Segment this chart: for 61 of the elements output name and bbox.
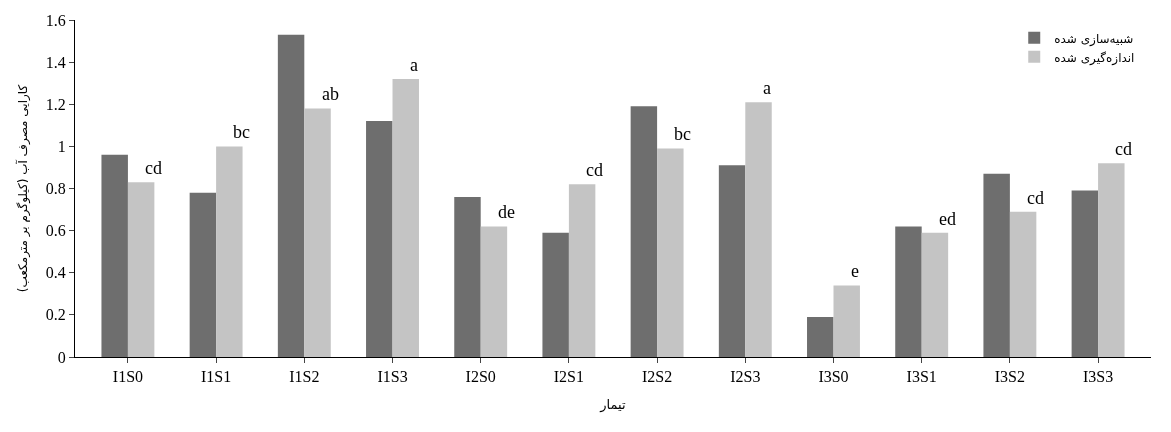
y-tick-label: 0.2 <box>45 306 66 324</box>
legend-label: اندازه‌گیری شده <box>1054 50 1135 66</box>
y-tick-label: 1.6 <box>45 11 66 29</box>
annotation: bc <box>674 124 691 144</box>
bar <box>216 146 243 357</box>
x-tick-label: I1S0 <box>112 368 144 386</box>
x-tick-label: I3S1 <box>906 368 937 386</box>
bar <box>542 232 569 357</box>
bar <box>745 102 772 357</box>
x-tick-label: I3S0 <box>818 368 849 386</box>
annotation: a <box>763 78 771 98</box>
y-tick-label: 1.2 <box>45 95 66 113</box>
bar <box>1098 163 1125 357</box>
annotation: cd <box>1027 188 1044 208</box>
x-tick-label: I1S2 <box>289 368 320 386</box>
annotation: e <box>851 261 859 281</box>
x-tick-label: I1S1 <box>200 368 232 386</box>
annotation: ab <box>322 84 339 104</box>
bar <box>392 78 419 357</box>
annotation: cd <box>145 158 162 178</box>
bar <box>657 148 684 357</box>
y-axis-title: کارایی مصرف آب (کیلوگرم بر مترمکعب) <box>15 84 32 293</box>
y-tick-label: 0.4 <box>45 264 66 282</box>
annotation: a <box>410 55 418 75</box>
annotation: cd <box>1115 139 1132 159</box>
bar <box>568 184 596 357</box>
annotation: cd <box>586 160 603 180</box>
bar <box>189 192 217 357</box>
x-tick-label: I1S3 <box>377 368 408 386</box>
annotation: bc <box>233 122 250 142</box>
bar <box>277 34 305 357</box>
x-tick-label: I2S1 <box>553 368 585 386</box>
y-tick-label: 1 <box>57 137 66 155</box>
legend-label: شبیه‌سازی شده <box>1054 31 1134 47</box>
bar <box>807 316 834 357</box>
bar <box>921 232 949 357</box>
bar <box>1071 190 1099 357</box>
x-tick-label: I2S0 <box>465 368 496 386</box>
bar <box>454 196 481 357</box>
y-tick-label: 0.8 <box>45 180 66 198</box>
bar <box>1009 211 1037 357</box>
bar <box>983 173 1010 357</box>
y-tick-label: 1.4 <box>45 53 66 71</box>
bar <box>127 182 155 357</box>
bar <box>304 108 331 357</box>
annotation: de <box>498 202 515 222</box>
x-tick-label: I2S3 <box>730 368 761 386</box>
x-axis-title: تیمار <box>599 396 627 413</box>
x-tick-label: I3S2 <box>994 368 1026 386</box>
bar <box>366 121 393 357</box>
bar <box>833 285 860 357</box>
annotation: ed <box>939 209 956 229</box>
x-tick-label: I3S3 <box>1082 368 1114 386</box>
y-tick-label: 0 <box>57 348 66 366</box>
bar <box>101 154 128 357</box>
x-tick-label: I2S2 <box>641 368 673 386</box>
bar <box>895 226 922 357</box>
bar <box>480 226 508 357</box>
bar <box>718 165 746 357</box>
y-tick-label: 0.6 <box>45 222 66 240</box>
bar <box>630 106 658 357</box>
